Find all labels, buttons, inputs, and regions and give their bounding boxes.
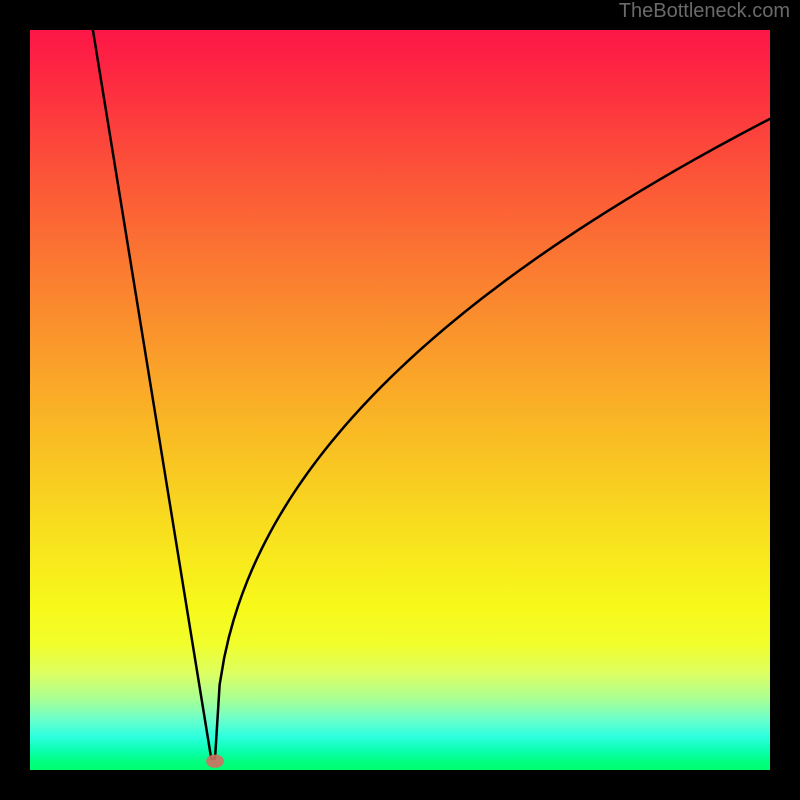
chart-container: TheBottleneck.com	[0, 0, 800, 800]
attribution-text: TheBottleneck.com	[619, 0, 790, 23]
chart-background	[30, 30, 770, 770]
minimum-marker	[206, 754, 224, 767]
bottleneck-chart	[0, 0, 800, 800]
